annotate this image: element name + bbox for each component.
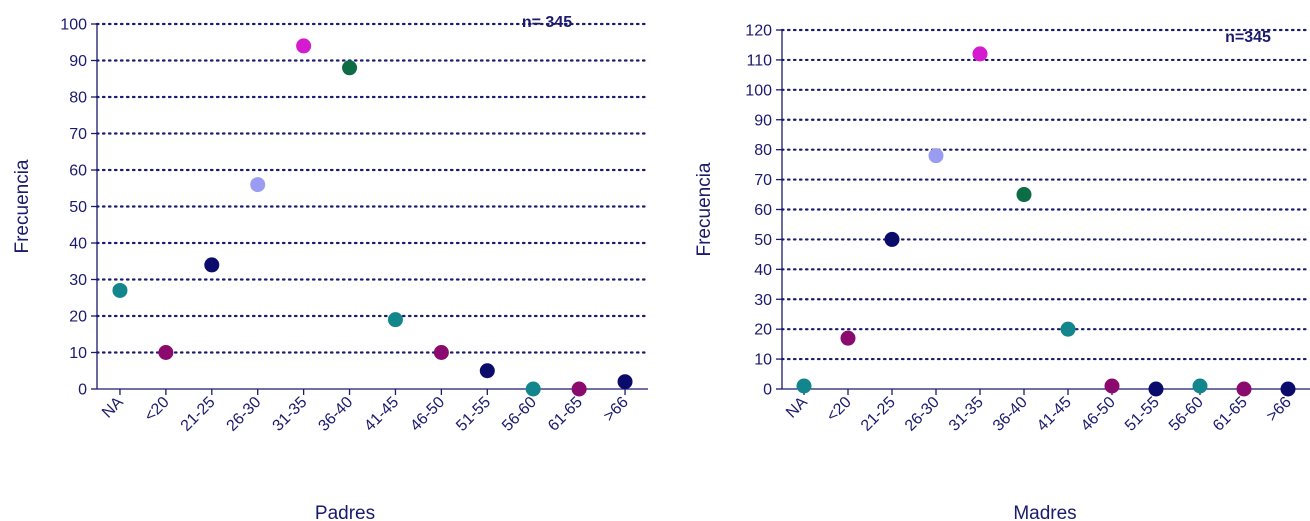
data-point [342,60,358,76]
y-tick-label: 60 [754,202,772,219]
data-point [112,282,128,298]
data-point [796,378,812,394]
data-point [433,345,449,360]
chart-1: 0 10 20 30 40 50 60 70 80 90 100 NA <20 21-25 26-30 31-… [12,14,650,521]
data-point [928,148,944,164]
data-point [617,374,633,390]
chart-2: 0 10 20 30 40 50 60 70 80 90 100 110 120 NA <20 21-25 26… [694,23,1310,521]
y-tick-label: 10 [754,352,772,369]
y-tick-label: 50 [754,232,772,249]
data-point [158,345,174,360]
y-tick-label: 40 [69,236,87,253]
x-tick-label: 26-30 [224,394,265,435]
y-tick-label: 90 [69,53,87,70]
y-tick-label: 70 [754,172,772,189]
x-tick-label: 31-35 [946,394,987,435]
x-tick-label: 41-45 [361,394,402,435]
x-tick-label: >66 [1264,394,1295,425]
data-point [1016,187,1032,203]
y-tick-label: 20 [69,309,87,326]
y-tick-label: 100 [60,17,87,34]
y-tick-label: 80 [69,90,87,107]
y-tick-label: 110 [746,52,772,69]
x-tick-label: 26-30 [902,394,943,435]
data-point [525,381,541,397]
y-axis-title: Frecuencia [12,159,33,253]
y-tick-label: 30 [754,292,772,309]
sample-size-annotation: n= 345 [522,14,572,31]
x-tick-label: 41-45 [1034,394,1075,435]
y-tick-label: 60 [69,163,87,180]
x-tick-label: 21-25 [858,394,899,435]
y-tick-label: 120 [745,23,772,40]
y-tick-label: 20 [754,322,772,339]
data-point [204,257,220,273]
y-axis-title: Frecuencia [694,162,715,256]
y-tick-label: 30 [69,272,87,289]
data-point [884,231,900,247]
data-point [1192,378,1208,394]
data-point [972,46,988,62]
y-tick-label: 90 [754,112,772,129]
data-point [1104,378,1120,394]
y-tick-label: 0 [78,382,87,399]
x-tick-label: 31-35 [269,394,310,435]
x-tick-label: 56-60 [1166,394,1207,435]
x-tick-label: NA [99,394,127,422]
data-point [1148,381,1164,397]
data-point [840,330,856,346]
y-tick-label: 0 [763,382,772,399]
x-tick-label: 46-50 [407,394,448,435]
x-tick-label: 36-40 [315,394,356,435]
x-tick-label: 61-65 [545,394,586,435]
y-tick-label: 40 [754,262,772,279]
data-point [1060,321,1076,337]
sample-size-annotation: n=345 [1225,29,1271,46]
data-point [1236,381,1252,397]
x-tick-label: 51-55 [453,394,494,435]
x-tick-label: 56-60 [499,394,540,435]
x-tick-label: NA [783,394,811,422]
x-axis-title: Padres [315,503,375,521]
data-point [1280,381,1296,397]
data-point [250,177,266,193]
y-tick-label: 10 [69,345,87,362]
y-tick-label: 50 [69,199,87,216]
data-point [387,312,403,328]
x-tick-label: <20 [824,394,855,425]
x-tick-label: 46-50 [1078,394,1119,435]
data-point [296,38,312,54]
x-tick-label: >66 [601,394,632,425]
y-tick-label: 80 [754,142,772,159]
x-tick-label: 21-25 [178,394,219,435]
x-tick-label: 51-55 [1122,394,1163,435]
x-tick-label: <20 [141,394,172,425]
x-tick-label: 61-65 [1210,394,1251,435]
data-point [479,363,495,379]
x-tick-label: 36-40 [990,394,1031,435]
y-tick-label: 100 [745,82,772,99]
data-point [571,381,587,397]
y-tick-label: 70 [69,126,87,143]
x-axis-title: Madres [1013,503,1076,521]
